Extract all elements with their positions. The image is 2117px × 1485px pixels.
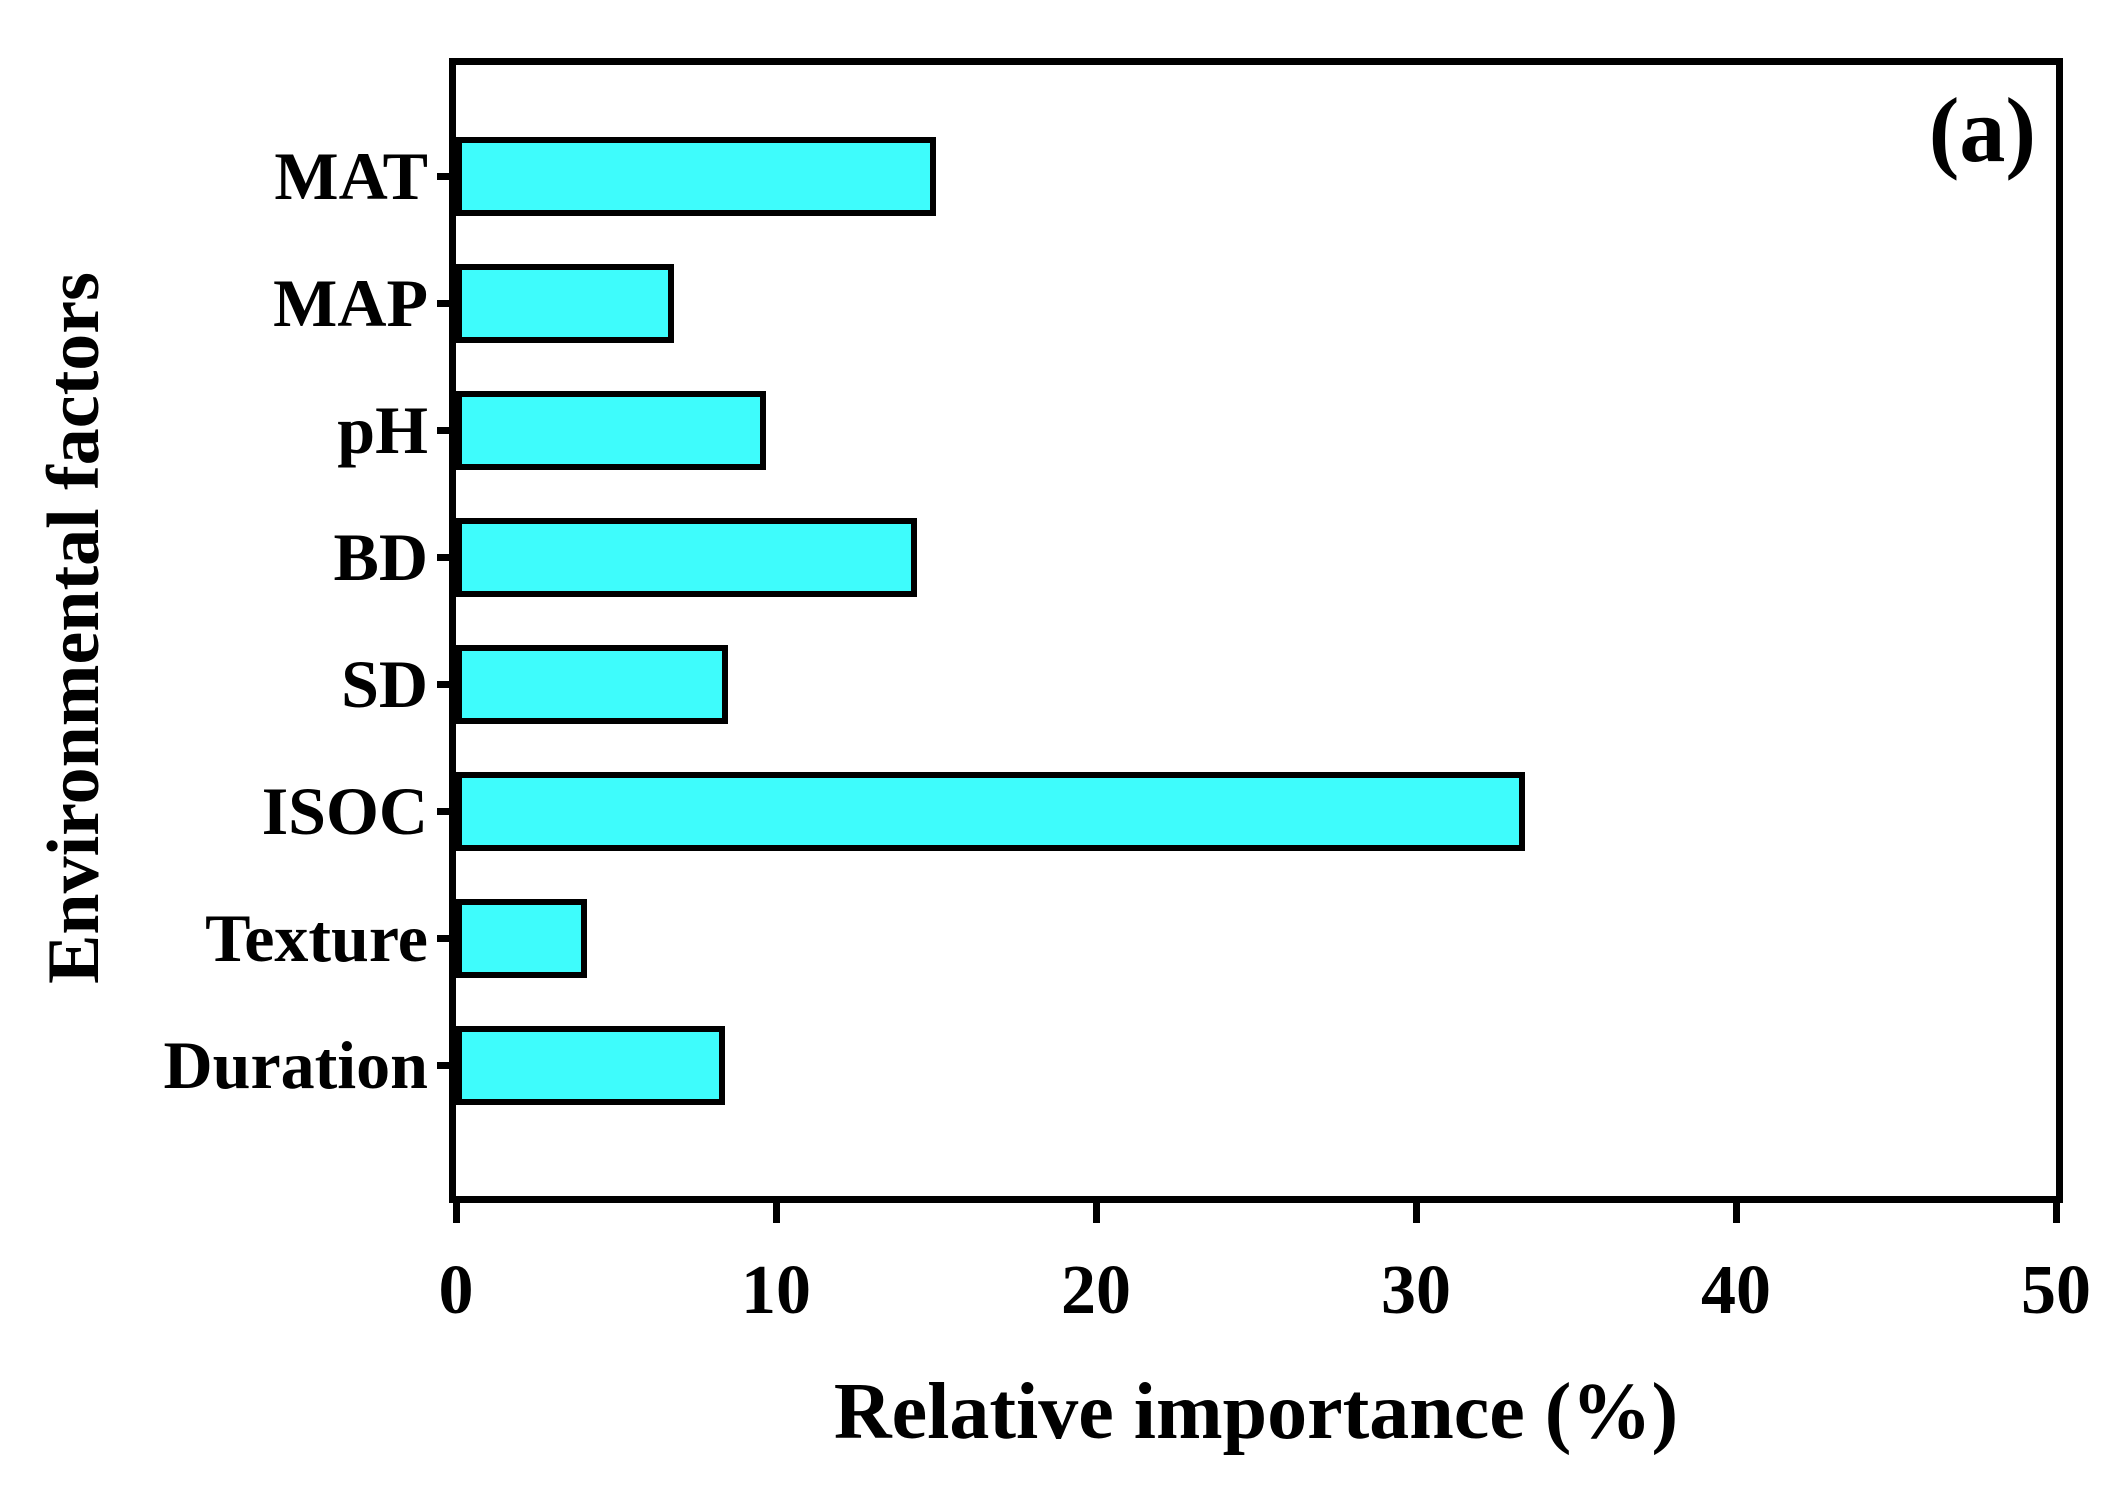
bar: [456, 264, 674, 343]
y-axis-tick: [437, 681, 450, 688]
panel-label: (a): [1928, 79, 2036, 181]
y-axis-tick: [437, 554, 450, 561]
x-tick-label: 40: [1701, 1252, 1771, 1329]
category-label: Texture: [205, 900, 428, 976]
x-axis-tick: [1413, 1199, 1420, 1223]
bar: [456, 772, 1525, 851]
x-tick-label: 50: [2021, 1252, 2091, 1329]
category-label: Duration: [163, 1027, 428, 1103]
plot-area: (a): [449, 58, 2063, 1203]
bar: [456, 1026, 725, 1105]
category-label: ISOC: [261, 773, 428, 849]
y-axis-tick: [437, 935, 450, 942]
y-axis-title: Environmental factors: [33, 272, 115, 984]
category-label: SD: [341, 646, 428, 722]
x-tick-label: 0: [438, 1252, 474, 1329]
bar: [456, 899, 587, 978]
x-axis-tick: [773, 1199, 780, 1223]
x-axis-title: Relative importance (%): [833, 1368, 1679, 1456]
category-label: MAT: [274, 138, 428, 214]
x-tick-label: 30: [1381, 1252, 1451, 1329]
y-axis-tick: [437, 173, 450, 180]
category-label: pH: [337, 392, 428, 468]
x-axis-tick: [1733, 1199, 1740, 1223]
x-tick-label: 20: [1061, 1252, 1131, 1329]
x-axis-tick: [2053, 1199, 2060, 1223]
y-axis-tick: [437, 300, 450, 307]
y-axis-tick: [437, 1062, 450, 1069]
category-label: MAP: [273, 265, 428, 341]
bar: [456, 137, 936, 216]
x-tick-label: 10: [741, 1252, 811, 1329]
y-axis-tick: [437, 808, 450, 815]
x-axis-tick: [1093, 1199, 1100, 1223]
bar: [456, 645, 728, 724]
y-axis-tick: [437, 427, 450, 434]
bar: [456, 391, 766, 470]
x-axis-tick: [453, 1199, 460, 1223]
bar: [456, 518, 917, 597]
category-label: BD: [333, 519, 428, 595]
